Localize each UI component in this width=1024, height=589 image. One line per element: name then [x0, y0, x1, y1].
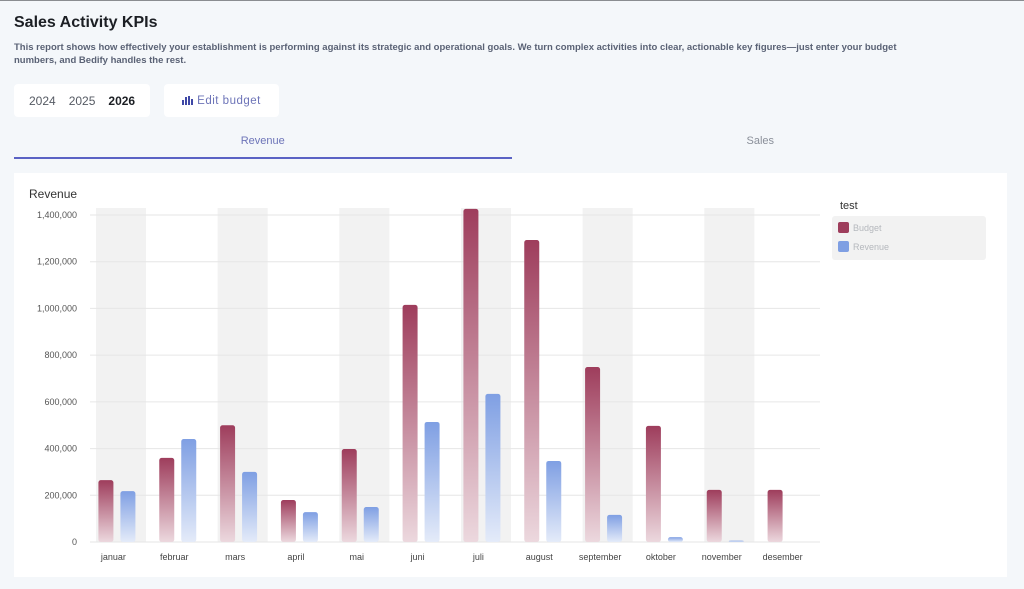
bar-revenue[interactable]: [546, 460, 562, 542]
page-description: This report shows how effectively your e…: [14, 42, 897, 66]
bar-budget[interactable]: [98, 480, 114, 542]
bar-budget[interactable]: [585, 367, 601, 542]
bar-revenue[interactable]: [242, 471, 258, 542]
chart-title: Revenue: [29, 187, 78, 201]
x-tick-label: januar: [100, 552, 126, 562]
legend-label-budget: Budget: [853, 222, 882, 233]
x-tick-label: juli: [472, 552, 484, 562]
tab-bar: Revenue Sales: [14, 127, 1009, 159]
y-tick-label: 600,000: [44, 397, 77, 407]
tab-sales[interactable]: Sales: [746, 135, 775, 147]
y-tick-label: 200,000: [44, 490, 77, 500]
legend-title: test: [840, 200, 858, 212]
legend: Budget Revenue: [832, 216, 986, 260]
legend-swatch-revenue: [838, 241, 849, 252]
legend-swatch-budget: [838, 222, 849, 233]
revenue-chart: januar februar mars april mai juni juli august s…: [37, 208, 820, 562]
bar-revenue[interactable]: [728, 540, 744, 542]
x-tick-label: desember: [763, 552, 803, 562]
x-tick-label: november: [702, 552, 742, 562]
y-tick-label: 0: [72, 537, 77, 547]
bar-budget[interactable]: [463, 208, 479, 543]
bar-revenue[interactable]: [485, 393, 501, 542]
bar-revenue[interactable]: [607, 514, 623, 542]
edit-budget-button[interactable]: Edit budget: [164, 84, 279, 117]
bar-budget[interactable]: [280, 499, 296, 542]
y-tick-label: 1,400,000: [37, 210, 77, 220]
edit-budget-label: Edit budget: [197, 94, 261, 107]
bar-budget[interactable]: [767, 489, 783, 542]
bar-revenue[interactable]: [363, 506, 379, 542]
category-band: [704, 208, 755, 542]
year-2025[interactable]: 2025: [68, 93, 96, 108]
bar-budget[interactable]: [159, 457, 175, 542]
bar-budget[interactable]: [524, 239, 540, 543]
tab-revenue[interactable]: Revenue: [14, 127, 512, 159]
bar-revenue[interactable]: [302, 512, 318, 542]
year-2024[interactable]: 2024: [29, 93, 56, 108]
x-tick-label: juni: [410, 552, 425, 562]
y-tick-label: 1,000,000: [37, 303, 77, 313]
bar-chart-icon: [182, 96, 194, 105]
bar-budget[interactable]: [402, 304, 418, 542]
legend-item-revenue[interactable]: Revenue: [838, 241, 889, 252]
bar-revenue[interactable]: [120, 491, 136, 542]
year-2026[interactable]: 2026: [108, 93, 136, 108]
bar-budget[interactable]: [706, 489, 722, 542]
x-tick-label: mars: [225, 552, 245, 562]
x-tick-label: september: [579, 552, 622, 562]
legend-item-budget[interactable]: Budget: [838, 222, 882, 233]
bar-revenue[interactable]: [181, 438, 197, 542]
bar-revenue[interactable]: [667, 537, 683, 542]
x-tick-label: mai: [349, 552, 364, 562]
bar-budget[interactable]: [220, 425, 236, 542]
x-tick-label: oktober: [646, 552, 676, 562]
x-tick-label: august: [526, 552, 554, 562]
y-tick-label: 1,200,000: [37, 257, 77, 267]
y-tick-label: 800,000: [44, 350, 77, 360]
bar-budget[interactable]: [341, 449, 357, 542]
chart-card: Revenue januar februar mars april mai juni jul…: [14, 173, 1007, 577]
legend-label-revenue: Revenue: [853, 241, 890, 252]
bar-budget[interactable]: [645, 425, 661, 542]
x-tick-label: april: [287, 552, 304, 562]
x-tick-label: februar: [160, 552, 189, 562]
bar-revenue[interactable]: [424, 421, 440, 542]
year-selector: 2024 2025 2026: [14, 84, 150, 117]
y-tick-label: 400,000: [44, 444, 77, 454]
page-title: Sales Activity KPIs: [14, 14, 158, 31]
